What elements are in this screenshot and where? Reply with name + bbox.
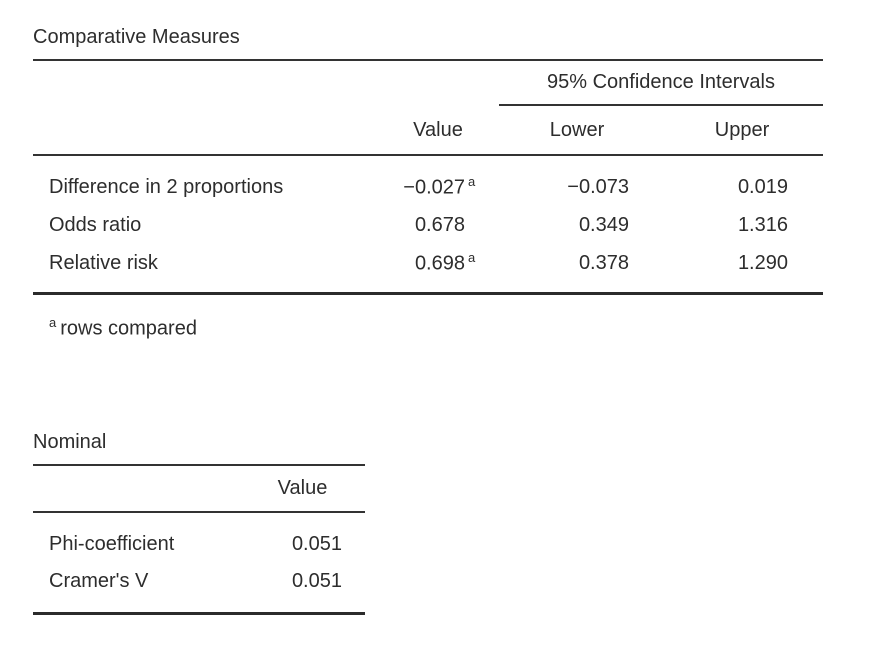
footnote-text: rows compared bbox=[60, 317, 197, 340]
footnote-marker: a bbox=[49, 315, 57, 330]
row-label: Cramer's V bbox=[49, 569, 149, 592]
upper-ci-cell: 0.019 bbox=[737, 175, 788, 198]
comparative-measures-title: Comparative Measures bbox=[33, 26, 823, 61]
confidence-intervals-spanner: 95% Confidence Intervals bbox=[499, 61, 823, 106]
table-row: Difference in 2 proportions −0.027 a −0.0… bbox=[33, 168, 823, 206]
nominal-body: Phi-coefficient 0.051 Cramer's V 0.051 bbox=[33, 513, 365, 615]
value-number: −0.027 bbox=[403, 176, 465, 199]
column-header-value: Value bbox=[413, 118, 463, 141]
nominal-title: Nominal bbox=[33, 431, 365, 466]
row-label: Odds ratio bbox=[49, 213, 142, 236]
results-output-panel: Comparative Measures 95% Confidence Inte… bbox=[33, 26, 823, 615]
row-label-column-header bbox=[33, 106, 383, 154]
table-row: Odds ratio 0.678 0.349 1.316 bbox=[33, 206, 823, 244]
upper-ci-cell: 1.290 bbox=[737, 251, 788, 274]
column-header-upper: Upper bbox=[714, 118, 770, 141]
nominal-header: Value bbox=[33, 466, 365, 513]
comparative-measures-table: Comparative Measures 95% Confidence Inte… bbox=[33, 26, 823, 341]
value-cell: 0.678 bbox=[383, 214, 493, 237]
value-number: 0.698 bbox=[414, 252, 465, 275]
upper-ci-cell: 1.316 bbox=[737, 213, 788, 236]
nominal-table: Nominal Value Phi-coefficient 0.051 Cram… bbox=[33, 431, 365, 615]
spanner-spacer bbox=[33, 61, 493, 106]
table-row: Phi-coefficient 0.051 bbox=[33, 526, 365, 563]
comparative-measures-body: Difference in 2 proportions −0.027 a −0.0… bbox=[33, 156, 823, 295]
lower-ci-cell: 0.378 bbox=[578, 251, 629, 274]
value-cell: −0.027 a bbox=[403, 174, 476, 199]
comparative-measures-header: 95% Confidence Intervals Value Lower Upp… bbox=[33, 61, 823, 156]
value-cell: 0.051 bbox=[291, 532, 342, 555]
value-cell: 0.698 a bbox=[414, 250, 476, 275]
value-cell: 0.051 bbox=[291, 569, 342, 592]
column-header-lower: Lower bbox=[549, 118, 605, 141]
row-label: Difference in 2 proportions bbox=[49, 175, 284, 198]
row-label-column-header bbox=[33, 466, 240, 511]
row-label: Relative risk bbox=[49, 251, 158, 274]
row-label: Phi-coefficient bbox=[49, 532, 175, 555]
table-footnote: a rows compared bbox=[33, 311, 823, 341]
table-row: Cramer's V 0.051 bbox=[33, 563, 365, 600]
lower-ci-cell: 0.349 bbox=[578, 213, 629, 236]
lower-ci-cell: −0.073 bbox=[567, 175, 629, 198]
table-row: Relative risk 0.698 a 0.378 1.290 bbox=[33, 244, 823, 282]
value-number: 0.678 bbox=[414, 213, 465, 236]
column-header-value: Value bbox=[277, 476, 328, 499]
